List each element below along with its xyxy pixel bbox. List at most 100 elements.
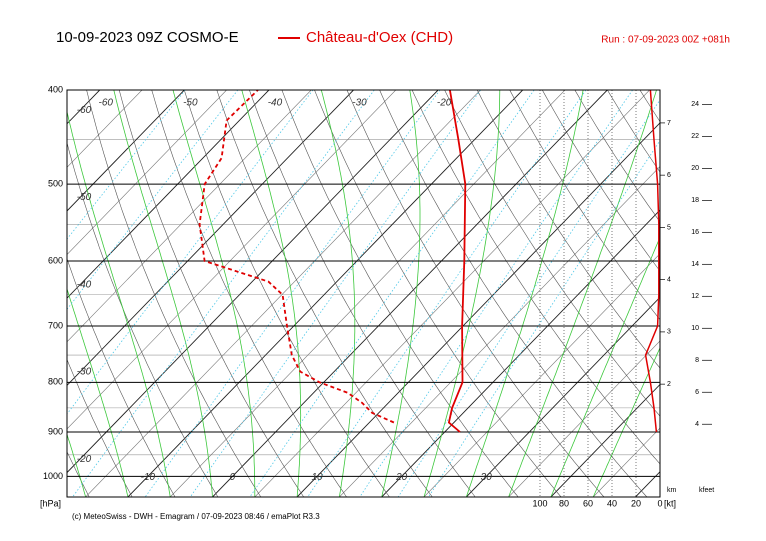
wind-unit: [kt] — [664, 498, 676, 508]
moist-adiabat — [113, 90, 213, 497]
y-tick-label: 700 — [48, 320, 63, 330]
credit: (c) MeteoSwiss - DWH - Emagram / 07-09-2… — [72, 512, 320, 521]
moist-adiabat — [465, 90, 584, 497]
y-tick-label: 800 — [48, 377, 63, 387]
dry-adiabat — [476, 90, 660, 369]
isotherm — [381, 209, 660, 497]
height-tick-label: 18 — [691, 197, 699, 204]
height-tick-label: 5 — [667, 224, 671, 231]
run-info: Run : 07-09-2023 00Z +081h — [601, 35, 730, 46]
background-lines — [67, 90, 660, 497]
mixing-ratio-line — [249, 90, 535, 497]
isotherm — [67, 90, 397, 430]
isotherm — [67, 90, 185, 212]
isotherm-label: 10 — [311, 472, 323, 483]
isotherm — [67, 90, 227, 255]
isotherm-label: -30 — [352, 98, 367, 109]
plot-frame — [66, 89, 661, 498]
y-tick-label: 900 — [48, 426, 63, 436]
y-tick-label: 400 — [48, 84, 63, 94]
isotherm — [127, 90, 524, 497]
height-axis-label: kfeet — [699, 487, 714, 494]
height-tick-label: 20 — [691, 165, 699, 172]
moist-adiabat — [241, 90, 302, 497]
dry-adiabat — [67, 141, 219, 497]
isotherm-label: -30 — [77, 367, 92, 378]
dry-adiabat — [67, 358, 133, 497]
moist-adiabat — [508, 90, 657, 497]
wind-tick-label: 60 — [583, 498, 593, 508]
isotherm — [465, 296, 660, 497]
y-tick-label: 600 — [48, 255, 63, 265]
isotherm — [85, 90, 481, 497]
moist-adiabat — [67, 110, 171, 497]
isotherm — [67, 90, 143, 168]
isotherm — [212, 90, 608, 497]
isotherm-label: -50 — [183, 98, 198, 109]
dry-adiabat — [574, 90, 660, 223]
isotherm — [67, 90, 439, 474]
moist-adiabat — [550, 236, 660, 497]
moist-adiabat — [423, 90, 501, 497]
dry-adiabat — [379, 90, 648, 497]
height-tick-label: 6 — [667, 172, 671, 179]
dry-adiabat — [86, 90, 262, 497]
height-tick-label: 24 — [691, 101, 699, 108]
legend-label: Château-d'Oex (CHD) — [306, 29, 453, 46]
y-axis-label: [hPa] — [40, 498, 61, 508]
isotherm-label: 30 — [481, 472, 493, 483]
chart-title: 10-09-2023 09Z COSMO-E — [56, 29, 239, 46]
dry-adiabat — [216, 90, 433, 497]
height-tick-label: 12 — [691, 293, 699, 300]
wind-speed-line — [644, 89, 660, 433]
dry-adiabat — [249, 90, 476, 497]
dry-adiabat — [411, 90, 660, 465]
isotherm-label: -20 — [77, 454, 92, 465]
dry-adiabat — [509, 90, 660, 321]
wind-tick-label: 20 — [631, 498, 641, 508]
height-tick-label: 8 — [695, 357, 699, 364]
moist-adiabat — [172, 90, 256, 497]
dry-adiabat — [346, 90, 605, 497]
height-tick-label: 2 — [667, 381, 671, 388]
dry-adiabat — [444, 90, 660, 417]
isotherm-label: 20 — [395, 472, 408, 483]
dry-adiabat — [67, 257, 176, 497]
dry-adiabat — [184, 90, 390, 497]
mixing-ratio-line — [397, 99, 660, 497]
mixing-ratio-line — [67, 90, 314, 415]
isotherm — [508, 340, 660, 497]
isotherm — [339, 166, 660, 497]
moist-adiabat — [381, 90, 421, 497]
dewpoint-line — [198, 89, 395, 424]
dry-adiabat — [542, 90, 660, 272]
isotherm — [550, 383, 660, 497]
height-tick-label: 4 — [667, 276, 671, 283]
mixing-ratio-line — [307, 90, 587, 497]
y-tick-label: 1000 — [43, 471, 63, 481]
height-tick-label: 6 — [695, 389, 699, 396]
isotherm-label: -50 — [77, 192, 92, 203]
isotherm — [67, 90, 312, 343]
moist-adiabat — [67, 287, 129, 497]
dry-adiabat — [314, 90, 562, 497]
isotherm — [423, 253, 660, 497]
y-tick-label: 500 — [48, 178, 63, 188]
height-tick-label: 10 — [691, 325, 699, 332]
isotherm-label: -40 — [268, 98, 283, 109]
wind-tick-label: 80 — [559, 498, 569, 508]
mixing-ratio-line — [359, 90, 633, 497]
height-tick-label: 3 — [667, 329, 671, 336]
wind-tick-label: 40 — [607, 498, 617, 508]
isotherm — [169, 90, 566, 497]
isotherm — [254, 90, 650, 497]
isotherm-label: 0 — [230, 472, 236, 483]
mixing-ratio-line — [428, 140, 660, 497]
mixing-ratio-line — [189, 90, 481, 497]
height-tick-label: 7 — [667, 120, 671, 127]
mixing-ratio-line — [72, 90, 375, 497]
wind-tick-label: 100 — [532, 498, 547, 508]
